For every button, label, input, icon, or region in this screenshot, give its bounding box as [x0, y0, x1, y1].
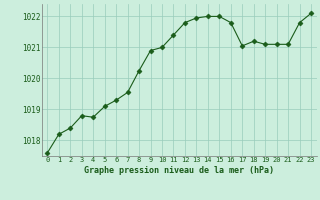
X-axis label: Graphe pression niveau de la mer (hPa): Graphe pression niveau de la mer (hPa) [84, 166, 274, 175]
